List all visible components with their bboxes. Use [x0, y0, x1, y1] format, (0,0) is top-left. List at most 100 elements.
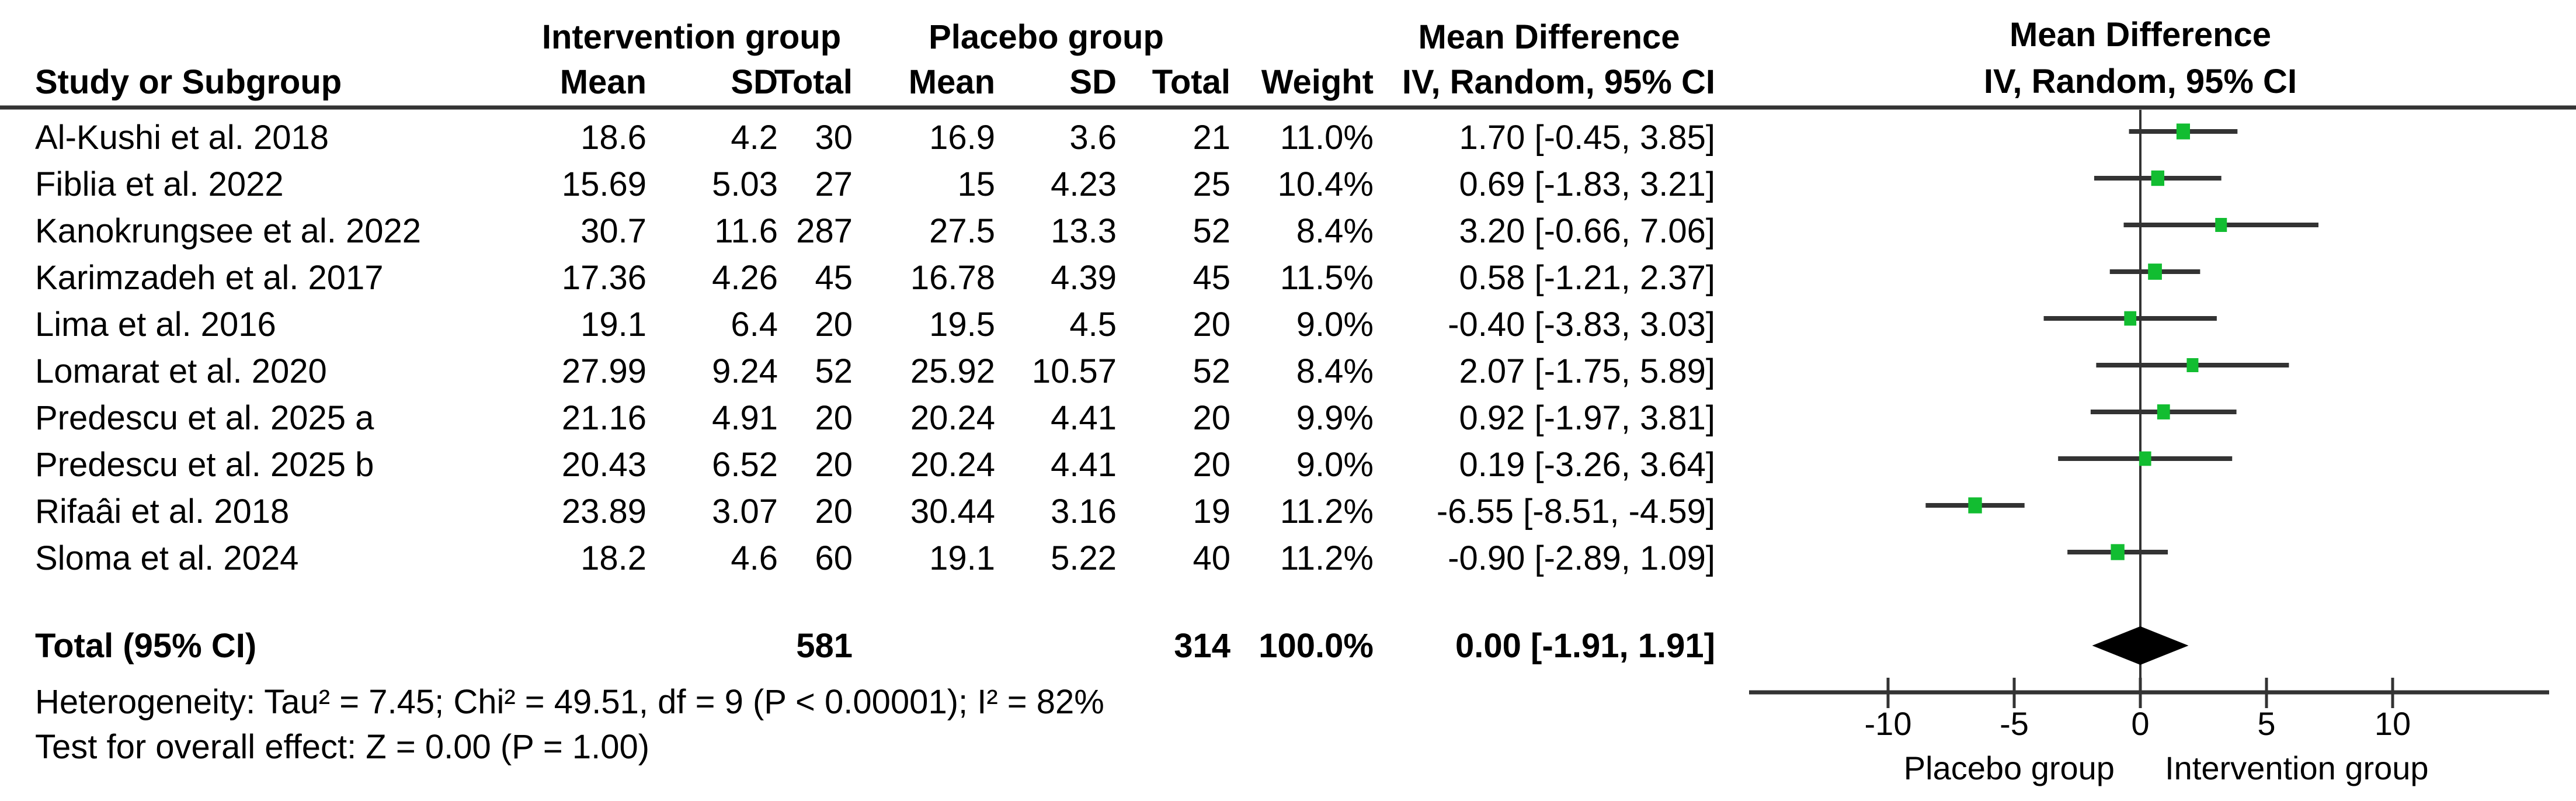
- effect-square: [2151, 170, 2165, 186]
- intervention-total: 27: [815, 165, 853, 203]
- total-diamond: [2092, 626, 2189, 665]
- weight-value: 11.2%: [1280, 492, 1374, 530]
- total-label: Total (95% CI): [35, 626, 257, 665]
- intervention-mean: 27.99: [561, 352, 646, 390]
- ci-text: 1.70 [-0.45, 3.85]: [1459, 118, 1715, 157]
- intervention-total: 20: [815, 305, 853, 344]
- ci-text: 0.92 [-1.97, 3.81]: [1459, 398, 1715, 437]
- study-name: Predescu et al. 2025 a: [35, 398, 374, 437]
- table-header-groups: Intervention group Placebo group Mean Di…: [0, 0, 1720, 65]
- effect-square: [2176, 123, 2190, 140]
- placebo-mean: 27.5: [929, 211, 995, 250]
- weight-value: 9.0%: [1296, 305, 1374, 344]
- intervention-sd: 4.6: [731, 539, 778, 577]
- placebo-group-header: Placebo group: [929, 18, 1164, 56]
- placebo-total: 40: [1193, 539, 1230, 577]
- intervention-sd: 11.6: [714, 211, 778, 250]
- effect-square: [2124, 311, 2137, 326]
- intervention-sd: 5.03: [712, 165, 778, 203]
- table-row: Al-Kushi et al. 2018 18.6 4.2 30 16.9 3.6 21 11…: [0, 114, 1720, 161]
- footnotes: Heterogeneity: Tau² = 7.45; Chi² = 49.51…: [35, 679, 1104, 769]
- table-row: Fiblia et al. 2022 15.69 5.03 27 15 4.23 25 10.…: [0, 161, 1720, 207]
- intervention-total: 287: [796, 211, 853, 250]
- placebo-total: 52: [1193, 211, 1230, 250]
- weight-value: 9.9%: [1296, 398, 1374, 437]
- placebo-sd: 5.22: [1051, 539, 1117, 577]
- ci-text: -6.55 [-8.51, -4.59]: [1436, 492, 1715, 530]
- effect-square: [1968, 497, 1982, 514]
- ci-text: -0.40 [-3.83, 3.03]: [1448, 305, 1715, 344]
- placebo-sd: 4.23: [1051, 165, 1117, 203]
- placebo-total: 19: [1193, 492, 1230, 530]
- placebo-mean: 30.44: [910, 492, 995, 530]
- intervention-total-header: Total: [774, 63, 853, 101]
- table-row: Predescu et al. 2025 b 20.43 6.52 20 20.24 4.…: [0, 441, 1720, 488]
- placebo-mean: 20.24: [910, 398, 995, 437]
- study-name: Karimzadeh et al. 2017: [35, 258, 384, 297]
- placebo-sd: 4.5: [1069, 305, 1117, 344]
- ci-text: 2.07 [-1.75, 5.89]: [1459, 352, 1715, 390]
- table-row: Lima et al. 2016 19.1 6.4 20 19.5 4.5 20 9.0% -0…: [0, 301, 1720, 348]
- placebo-mean: 19.1: [929, 539, 995, 577]
- study-column-header: Study or Subgroup: [35, 63, 342, 101]
- table-row: Predescu et al. 2025 a 21.16 4.91 20 20.24 4.…: [0, 394, 1720, 441]
- placebo-mean: 25.92: [910, 352, 995, 390]
- study-name: Predescu et al. 2025 b: [35, 445, 374, 484]
- placebo-total: 45: [1193, 258, 1230, 297]
- weight-column-header: Weight: [1261, 63, 1374, 101]
- intervention-mean: 20.43: [561, 445, 646, 484]
- weight-value: 10.4%: [1277, 165, 1374, 203]
- x-axis-tick-label: -5: [2000, 705, 2029, 742]
- intervention-sd: 6.4: [731, 305, 778, 344]
- intervention-sd: 4.2: [731, 118, 778, 157]
- ci-text: -0.90 [-2.89, 1.09]: [1448, 539, 1715, 577]
- placebo-mean-header: Mean: [908, 63, 995, 101]
- total-ci-text: 0.00 [-1.91, 1.91]: [1455, 626, 1715, 665]
- total-placebo-n: 314: [1174, 626, 1230, 665]
- x-axis-tick-label: 5: [2257, 705, 2275, 742]
- placebo-total: 20: [1193, 398, 1230, 437]
- intervention-mean: 18.6: [580, 118, 646, 157]
- intervention-total: 20: [815, 445, 853, 484]
- intervention-mean: 21.16: [561, 398, 646, 437]
- x-axis-left-label: Placebo group: [1904, 750, 2115, 786]
- ci-text: 0.69 [-1.83, 3.21]: [1459, 165, 1715, 203]
- total-row: Total (95% CI) 581 314 100.0% 0.00 [-1.9…: [0, 622, 1720, 669]
- table-row: Kanokrungsee et al. 2022 30.7 11.6 287 27.5 1…: [0, 207, 1720, 254]
- placebo-sd: 10.57: [1031, 352, 1117, 390]
- intervention-mean-header: Mean: [559, 63, 646, 101]
- weight-value: 11.0%: [1280, 118, 1374, 157]
- table-row: Karimzadeh et al. 2017 17.36 4.26 45 16.78 4.…: [0, 254, 1720, 301]
- ci-text: 0.19 [-3.26, 3.64]: [1459, 445, 1715, 484]
- intervention-total: 45: [815, 258, 853, 297]
- placebo-total-header: Total: [1152, 63, 1230, 101]
- intervention-total: 20: [815, 492, 853, 530]
- total-weight: 100.0%: [1259, 626, 1374, 665]
- intervention-mean: 18.2: [580, 539, 646, 577]
- study-name: Lomarat et al. 2020: [35, 352, 327, 390]
- intervention-total: 30: [815, 118, 853, 157]
- intervention-total: 52: [815, 352, 853, 390]
- effect-square: [2148, 263, 2162, 280]
- table-row: Rifaâi et al. 2018 23.89 3.07 20 30.44 3.16 19…: [0, 488, 1720, 535]
- effect-square: [2157, 404, 2170, 419]
- placebo-mean: 20.24: [910, 445, 995, 484]
- intervention-mean: 23.89: [561, 492, 646, 530]
- x-axis-tick-label: 0: [2131, 705, 2149, 742]
- weight-value: 9.0%: [1296, 445, 1374, 484]
- placebo-sd: 3.6: [1069, 118, 1117, 157]
- study-name: Fiblia et al. 2022: [35, 165, 284, 203]
- x-axis-tick-label: -10: [1865, 705, 1912, 742]
- placebo-total: 25: [1193, 165, 1230, 203]
- table-header-columns: Study or Subgroup Mean SD Total Mean SD …: [0, 57, 1720, 106]
- study-name: Rifaâi et al. 2018: [35, 492, 290, 530]
- x-axis-tick-label: 10: [2375, 705, 2411, 742]
- intervention-sd: 3.07: [712, 492, 778, 530]
- plot-mean-difference-header: Mean Difference: [2009, 16, 2272, 54]
- effect-square: [2186, 358, 2199, 372]
- intervention-sd: 6.52: [712, 445, 778, 484]
- intervention-total: 60: [815, 539, 853, 577]
- method-ci-column-header: IV, Random, 95% CI: [1402, 63, 1715, 101]
